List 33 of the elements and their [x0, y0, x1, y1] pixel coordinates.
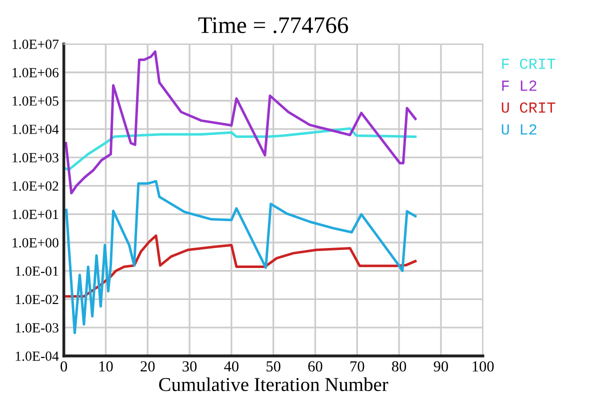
text: F L2 [502, 80, 536, 91]
y-tick-label: 1.0E+02 [12, 181, 58, 191]
y-tick-label: 1.0E+01 [12, 210, 58, 220]
line-series [64, 127, 417, 171]
x-tick-label: 80 [392, 361, 406, 372]
x-tick-label: 90 [434, 361, 448, 372]
text: F CRIT [502, 58, 556, 70]
x-tick-label: 0 [60, 361, 68, 372]
line-series [65, 180, 417, 334]
y-tick-label: 1.0E-02 [16, 294, 58, 304]
y-tick-label: 1.0E-04 [16, 352, 59, 361]
x-tick-label: 70 [350, 361, 364, 372]
x-axis-title: Cumulative Iteration Number [159, 377, 388, 392]
y-tick-label: 1.0E-01 [16, 266, 58, 276]
x-tick-label: 60 [308, 361, 322, 372]
chart-title: Time = .774766 [198, 17, 348, 34]
y-tick-label: 1.0E+07 [12, 40, 59, 50]
line-series [64, 50, 417, 194]
x-tick-label: 10 [99, 361, 113, 372]
line-series [65, 234, 417, 298]
y-tick-label: 1.0E+04 [12, 124, 59, 134]
x-tick-label: 100 [472, 361, 494, 372]
y-tick-label: 1.0E+05 [12, 96, 58, 106]
x-tick-label: 50 [266, 361, 280, 372]
x-tick-label: 40 [224, 361, 238, 372]
y-tick-label: 1.0E-03 [16, 323, 58, 333]
x-tick-label: 20 [140, 361, 155, 372]
text: U L2 [502, 124, 536, 135]
y-tick-label: 1.0E+03 [12, 153, 58, 162]
text: U CRIT [502, 102, 556, 113]
y-tick-label: 1.0E+00 [12, 238, 58, 248]
y-tick-label: 1.0E+06 [12, 68, 59, 78]
x-tick-label: 30 [182, 361, 197, 372]
